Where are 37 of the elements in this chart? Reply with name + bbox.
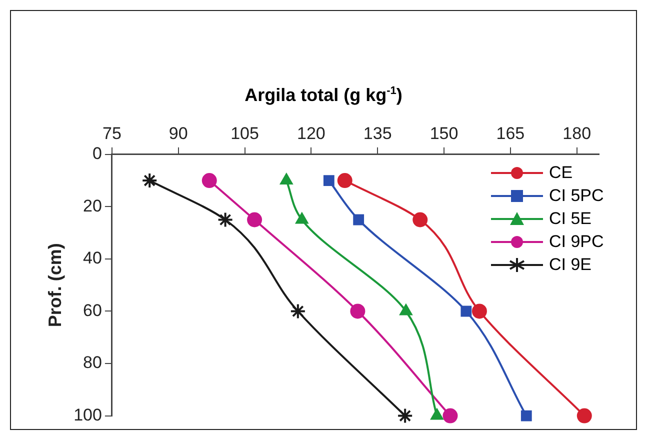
point bbox=[337, 173, 352, 188]
point bbox=[412, 212, 428, 228]
point bbox=[247, 212, 262, 228]
x-tick-label: 120 bbox=[297, 124, 326, 143]
y-tick-label: 40 bbox=[83, 248, 102, 268]
point bbox=[202, 173, 217, 188]
point bbox=[576, 408, 592, 424]
y-tick-label: 0 bbox=[92, 144, 102, 164]
point bbox=[323, 175, 334, 186]
point bbox=[397, 408, 414, 424]
x-tick-label: 180 bbox=[562, 124, 592, 143]
x-tick-label: 75 bbox=[102, 124, 122, 143]
legend-label: CE bbox=[549, 162, 573, 184]
legend-label: CI 9PC bbox=[549, 231, 604, 253]
x-tick-label: 90 bbox=[168, 124, 188, 143]
y-tick-label: 80 bbox=[83, 353, 102, 372]
point bbox=[350, 304, 366, 319]
point bbox=[520, 410, 532, 422]
legend-label: CI 9E bbox=[549, 254, 592, 276]
x-tick-label: 150 bbox=[430, 124, 458, 143]
legend-label: CI 5E bbox=[549, 208, 592, 230]
point bbox=[472, 304, 487, 319]
x-tick-label: 135 bbox=[363, 124, 392, 143]
point bbox=[442, 408, 458, 424]
point bbox=[290, 303, 306, 320]
x-tick-label: 165 bbox=[496, 124, 525, 143]
point bbox=[353, 214, 364, 226]
y-tick-label: 20 bbox=[83, 196, 102, 216]
y-axis-title: Prof. (cm) bbox=[44, 243, 65, 328]
y-tick-label: 60 bbox=[83, 300, 102, 320]
point bbox=[217, 212, 234, 228]
point bbox=[142, 172, 158, 189]
point bbox=[460, 306, 472, 317]
x-tick-label: 105 bbox=[230, 124, 259, 143]
y-tick-label: 100 bbox=[74, 405, 102, 424]
x-axis-title: Argila total (g kg$^{-1}$) bbox=[244, 85, 404, 106]
legend-label: CI 5PC bbox=[549, 185, 604, 207]
